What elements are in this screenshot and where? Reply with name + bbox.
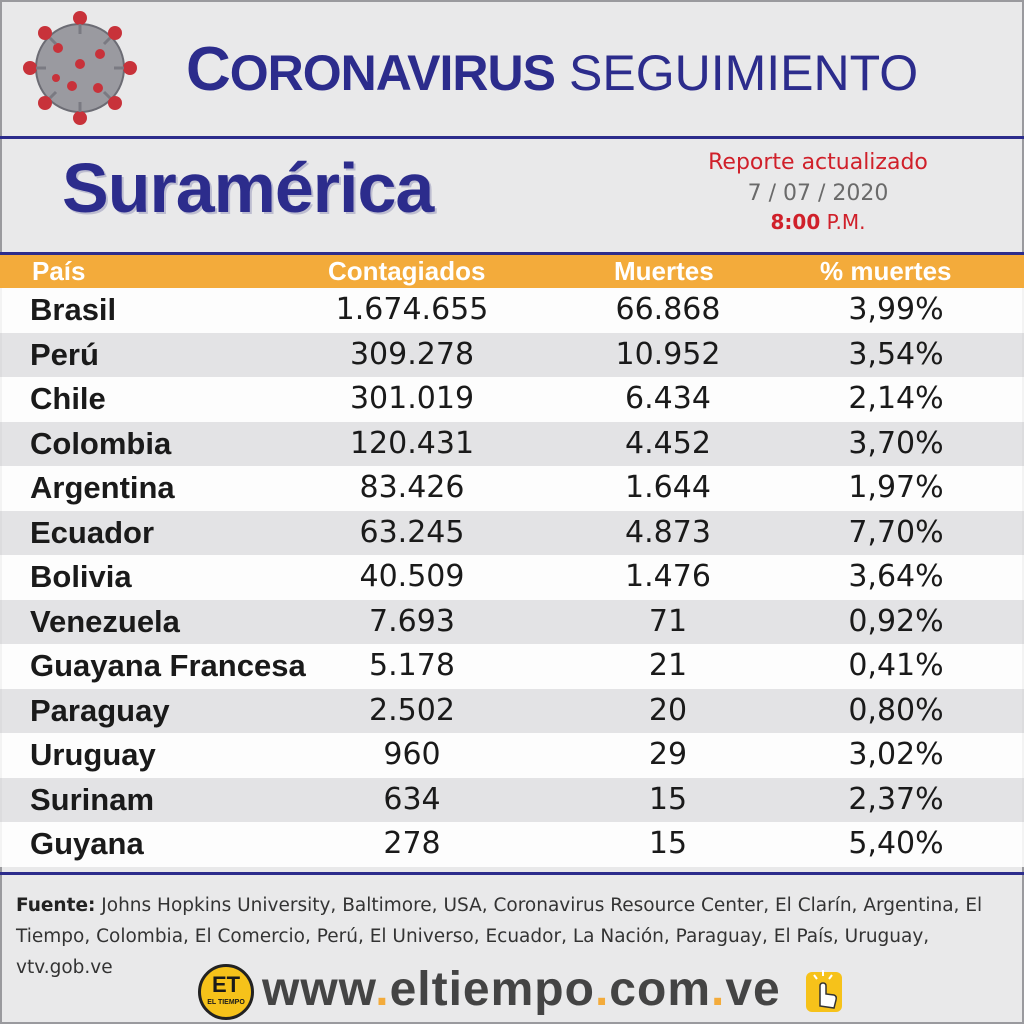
table-row: Uruguay 960 29 3,02%	[0, 733, 1024, 778]
title-first-letter: C	[186, 35, 231, 104]
table-row: Bolivia 40.509 1.476 3,64%	[0, 555, 1024, 600]
cell-confirmed: 40.509	[359, 559, 465, 594]
report-ampm: P.M.	[826, 210, 866, 234]
cell-confirmed: 1.674.655	[335, 292, 489, 327]
cell-deaths: 29	[648, 737, 688, 772]
cell-death-pct: 0,80%	[848, 692, 944, 728]
report-time-value: 8:00	[770, 210, 821, 234]
cell-deaths: 66.868	[615, 292, 721, 327]
table-row: Guayana Francesa 5.178 21 0,41%	[0, 644, 1024, 689]
cell-confirmed: 309.278	[349, 336, 475, 372]
el-tiempo-logo: ET EL TIEMPO	[198, 964, 254, 1020]
table-row: Chile 301.019 6.434 2,14%	[0, 377, 1024, 422]
cell-death-pct: 3,64%	[848, 559, 944, 594]
report-label: Reporte actualizado	[708, 150, 928, 175]
logo-subtext: EL TIEMPO	[207, 999, 245, 1006]
table-row: Colombia 120.431 4.452 3,70%	[0, 421, 1024, 466]
cell-country: Uruguay	[30, 737, 156, 772]
coronavirus-icon	[23, 11, 137, 125]
cell-death-pct: 7,70%	[848, 514, 944, 550]
cell-deaths: 15	[648, 781, 688, 817]
url-part-tld: ve	[725, 963, 781, 1016]
cell-deaths: 1.476	[625, 559, 711, 594]
cell-country: Venezuela	[30, 603, 180, 639]
table-header: País Contagiados Muertes % muertes	[0, 252, 1024, 288]
cell-deaths: 15	[648, 826, 688, 861]
table-row: Ecuador 63.245 4.873 7,70%	[0, 510, 1024, 555]
cell-country: Surinam	[30, 781, 155, 817]
cell-country: Guayana Francesa	[30, 648, 306, 683]
header-confirmed: Contagiados	[328, 256, 486, 286]
cell-death-pct: 2,37%	[848, 781, 944, 817]
cell-country: Perú	[30, 336, 99, 372]
cell-death-pct: 2,14%	[848, 381, 944, 416]
footer-divider	[0, 872, 1024, 875]
cell-deaths: 6.434	[625, 381, 711, 416]
url-part-domain: eltiempo	[389, 963, 595, 1016]
title-rest: ORONAVIRUS	[229, 45, 556, 101]
url-part-www: www	[262, 963, 376, 1016]
cell-death-pct: 0,41%	[848, 648, 944, 683]
cell-confirmed: 83.426	[359, 470, 465, 505]
header-death-pct: % muertes	[820, 256, 952, 286]
cell-deaths: 1.644	[625, 470, 711, 505]
cell-death-pct: 3,54%	[848, 336, 944, 372]
cell-deaths: 21	[648, 648, 688, 683]
cell-country: Ecuador	[30, 514, 155, 550]
cell-country: Bolivia	[30, 559, 132, 594]
header-country: País	[32, 256, 86, 286]
table-row: Perú 309.278 10.952 3,54%	[0, 332, 1024, 377]
page-title: CORONAVIRUS SEGUIMIENTO	[186, 34, 918, 114]
cell-deaths: 10.952	[615, 336, 721, 372]
report-info: Reporte actualizado 7 / 07 / 2020 8:00 P…	[700, 150, 936, 234]
header-divider	[0, 136, 1024, 139]
cell-confirmed: 63.245	[359, 514, 465, 550]
url-part-com: com	[609, 963, 711, 1016]
logo-text: ET	[211, 972, 241, 997]
website-url[interactable]: www.eltiempo.com.ve	[262, 963, 781, 1016]
cell-country: Guyana	[30, 826, 144, 861]
cell-country: Brasil	[30, 292, 117, 327]
source-note: Fuente: Johns Hopkins University, Baltim…	[16, 890, 1016, 983]
cell-confirmed: 278	[383, 826, 441, 861]
cell-death-pct: 3,99%	[848, 292, 944, 327]
header-deaths: Muertes	[614, 256, 714, 286]
report-date: 7 / 07 / 2020	[747, 181, 889, 206]
table-row: Brasil 1.674.655 66.868 3,99%	[0, 288, 1024, 333]
cell-death-pct: 3,02%	[848, 737, 944, 772]
cell-confirmed: 5.178	[369, 648, 455, 683]
cell-death-pct: 3,70%	[848, 425, 944, 461]
header: CORONAVIRUS SEGUIMIENTO	[0, 0, 1024, 138]
cell-death-pct: 0,92%	[848, 603, 944, 639]
table-body: Brasil 1.674.655 66.868 3,99% Perú 309.278 10.…	[0, 288, 1024, 867]
title-second: SEGUIMIENTO	[569, 45, 919, 101]
table-row: Surinam 634 15 2,37%	[0, 777, 1024, 822]
source-text: Johns Hopkins University, Baltimore, USA…	[16, 895, 983, 978]
table-row: Argentina 83.426 1.644 1,97%	[0, 466, 1024, 511]
report-time: 8:00 P.M.	[700, 210, 936, 234]
cell-confirmed: 2.502	[369, 692, 455, 728]
cell-confirmed: 120.431	[349, 425, 475, 461]
table-row: Guyana 278 15 5,40%	[0, 822, 1024, 867]
cell-confirmed: 7.693	[369, 603, 455, 639]
table-row: Venezuela 7.693 71 0,92%	[0, 599, 1024, 644]
cell-deaths: 71	[648, 603, 688, 639]
cell-deaths: 4.873	[625, 514, 711, 550]
cell-country: Paraguay	[30, 692, 170, 728]
cell-death-pct: 1,97%	[848, 470, 944, 505]
cell-country: Colombia	[30, 425, 172, 461]
table-row: Paraguay 2.502 20 0,80%	[0, 688, 1024, 733]
cell-country: Argentina	[30, 470, 175, 505]
source-label: Fuente:	[16, 895, 96, 916]
cell-country: Chile	[30, 381, 106, 416]
cases-table: País Contagiados Muertes % muertes Brasi…	[0, 252, 1024, 867]
cell-death-pct: 5,40%	[848, 826, 944, 861]
cell-deaths: 20	[648, 692, 688, 728]
cell-deaths: 4.452	[625, 425, 711, 461]
cell-confirmed: 634	[383, 781, 441, 817]
region-title: Suramérica	[62, 149, 434, 227]
cell-confirmed: 301.019	[349, 381, 475, 416]
click-hand-icon	[806, 970, 842, 1012]
cell-confirmed: 960	[383, 737, 441, 772]
